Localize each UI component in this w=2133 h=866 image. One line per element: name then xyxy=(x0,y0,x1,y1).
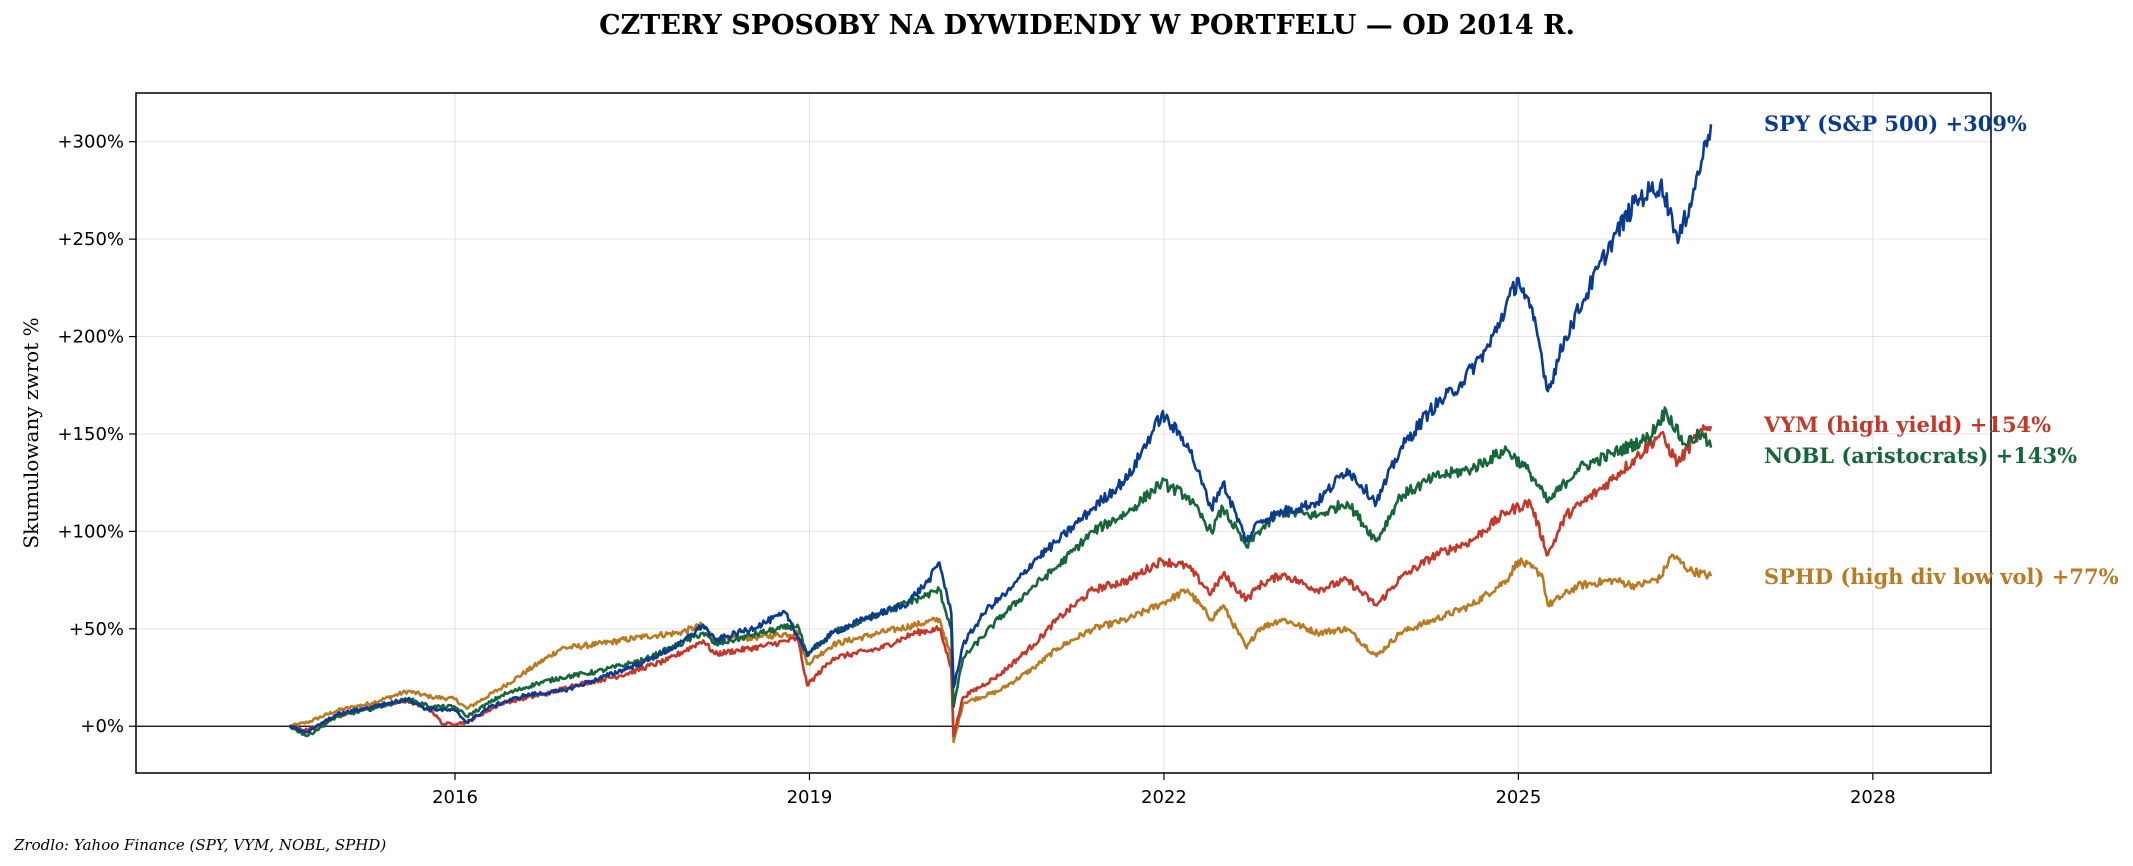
y-tick-label: +0% xyxy=(80,716,124,737)
series-line-sphd xyxy=(288,553,1713,744)
series-line-nobl xyxy=(288,406,1713,738)
y-tick-label: +300% xyxy=(57,132,124,153)
series-line-spy xyxy=(289,124,1713,734)
series-label-nobl: NOBL (aristocrats) +143% xyxy=(1764,443,2077,468)
chart-title: CZTERY SPOSOBY NA DYWIDENDY W PORTFELU —… xyxy=(599,10,1575,41)
y-tick-label: +250% xyxy=(57,229,124,250)
y-tick-label: +50% xyxy=(69,619,124,640)
y-tick-label: +150% xyxy=(57,424,124,445)
y-axis-label: Skumulowany zwrot % xyxy=(19,317,43,548)
series-lines xyxy=(288,124,1713,744)
x-tick-label: 2016 xyxy=(432,787,478,808)
plot-frame xyxy=(135,92,1992,774)
source-note: Zrodlo: Yahoo Finance (SPY, VYM, NOBL, S… xyxy=(13,836,386,854)
series-label-spy: SPY (S&P 500) +309% xyxy=(1764,111,2027,136)
grid-lines xyxy=(136,93,1991,773)
series-label-sphd: SPHD (high div low vol) +77% xyxy=(1764,564,2119,589)
x-tick-label: 2022 xyxy=(1141,787,1187,808)
x-tick-label: 2019 xyxy=(787,787,833,808)
y-tick-label: +100% xyxy=(57,521,124,542)
axis-ticks: 2016 2019 2022 2025 2028 +0% +50% +100% +150% +20… xyxy=(57,132,1895,808)
series-label-vym: VYM (high yield) +154% xyxy=(1763,412,2051,437)
x-tick-label: 2028 xyxy=(1850,787,1896,808)
y-tick-label: +200% xyxy=(57,327,124,348)
x-tick-label: 2025 xyxy=(1495,787,1541,808)
series-end-labels: SPY (S&P 500) +309% VYM (high yield) +154… xyxy=(1763,111,2119,589)
series-line-vym xyxy=(289,424,1713,738)
